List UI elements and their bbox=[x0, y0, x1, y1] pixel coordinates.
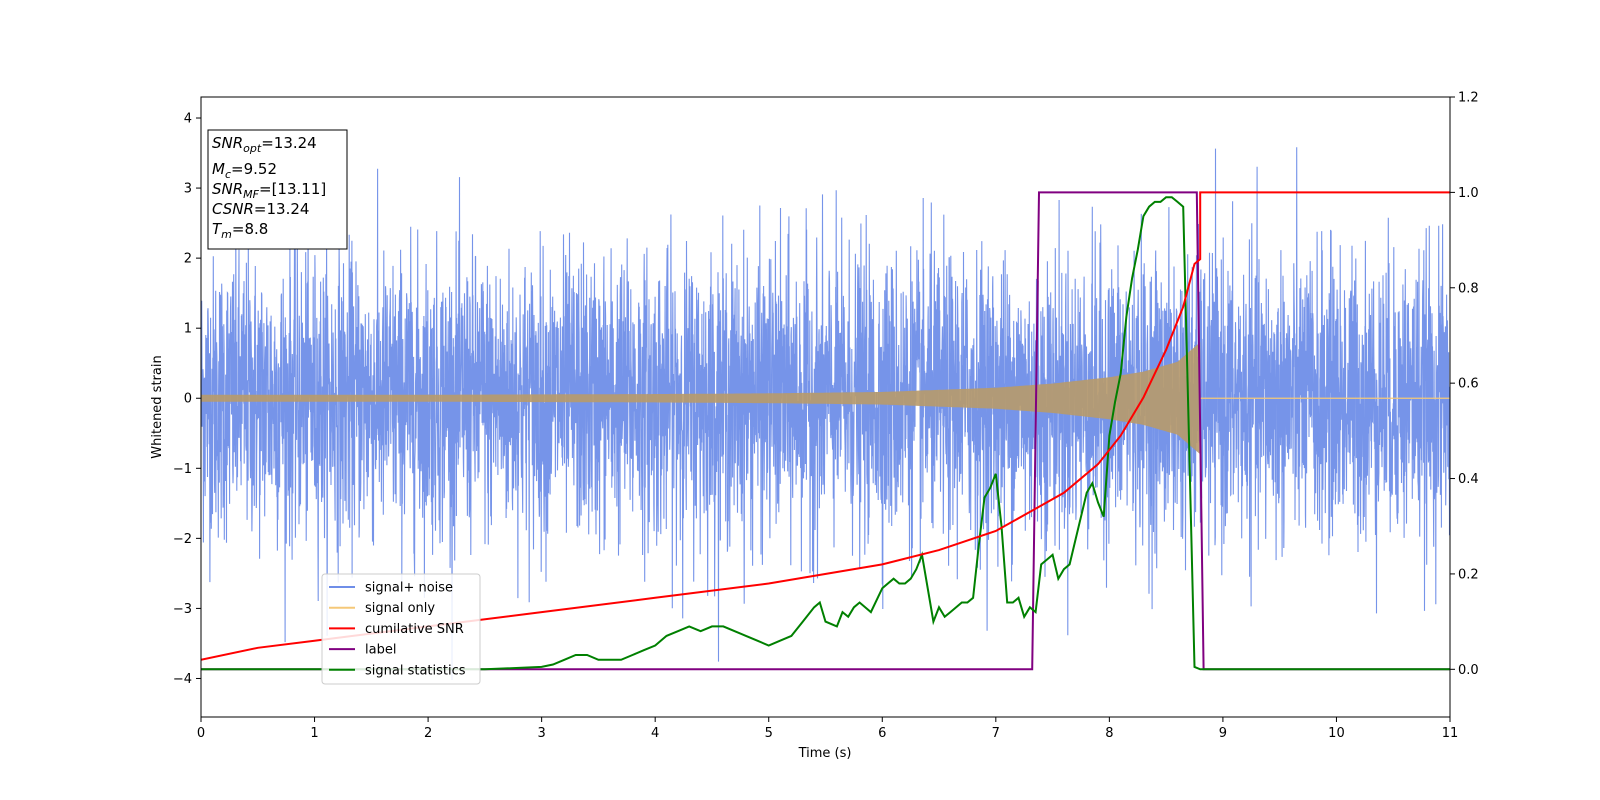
y-right-tick-label: 0.2 bbox=[1458, 567, 1479, 582]
x-tick-label: 1 bbox=[310, 726, 318, 741]
plot-frame bbox=[200, 96, 1451, 718]
x-tick-label: 10 bbox=[1328, 726, 1345, 741]
x-tick-label: 9 bbox=[1219, 726, 1227, 741]
info-box-frame bbox=[207, 129, 348, 250]
plot-area bbox=[201, 147, 1450, 681]
y-right-tick-label: 1.0 bbox=[1458, 186, 1479, 201]
x-tick-label: 6 bbox=[878, 726, 886, 741]
series-line-signal-statistics bbox=[201, 196, 1450, 671]
y-right-tick-label: 0.4 bbox=[1458, 472, 1479, 487]
legend-entry-label: signal only bbox=[365, 601, 435, 616]
series-signal-noise bbox=[201, 147, 1450, 681]
x-tick-label: 11 bbox=[1442, 726, 1459, 741]
legend-frame bbox=[321, 573, 481, 685]
y-left-tick-label: −3 bbox=[173, 602, 192, 617]
y-left-tick-label: 1 bbox=[184, 322, 192, 337]
x-tick-label: 7 bbox=[992, 726, 1000, 741]
series-line-signal-noise bbox=[201, 147, 1450, 681]
series-signal-only-envelope bbox=[201, 342, 1201, 455]
x-axis-ticks: 0 1 2 3 4 5 6 7 8 9 10 11 bbox=[197, 717, 1458, 741]
info-box-line: SNRopt=13.24 bbox=[212, 134, 317, 155]
x-axis-label: Time (s) bbox=[798, 746, 852, 761]
x-tick-label: 8 bbox=[1105, 726, 1113, 741]
y-left-tick-label: −2 bbox=[173, 532, 192, 547]
y-left-tick-label: −4 bbox=[173, 672, 192, 687]
y-right-tick-label: 0.6 bbox=[1458, 377, 1479, 392]
y-right-tick-label: 1.2 bbox=[1458, 91, 1479, 106]
y-right-tick-label: 0.8 bbox=[1458, 281, 1479, 296]
x-tick-label: 4 bbox=[651, 726, 659, 741]
legend-entry-label: cumilative SNR bbox=[365, 622, 464, 637]
y-axis-left-ticks: −4 −3 −2 −1 0 1 2 3 4 bbox=[173, 112, 201, 687]
y-left-tick-label: −1 bbox=[173, 462, 192, 477]
legend: signal+ noise signal only cumilative SNR la… bbox=[321, 573, 481, 685]
y-right-tick-label: 0.0 bbox=[1458, 663, 1479, 678]
x-tick-label: 5 bbox=[765, 726, 773, 741]
info-box-line: SNRMF=[13.11] bbox=[212, 180, 326, 201]
legend-entry-label: signal statistics bbox=[365, 663, 466, 678]
info-box: SNRopt=13.24 Mc=9.52SNRMF=[13.11]CSNR=13.… bbox=[207, 129, 348, 250]
x-tick-label: 2 bbox=[424, 726, 432, 741]
x-tick-label: 0 bbox=[197, 726, 205, 741]
y-axis-right-ticks: 0.0 0.2 0.4 0.6 0.8 1.0 1.2 bbox=[1450, 91, 1479, 678]
y-left-tick-label: 2 bbox=[184, 252, 192, 267]
legend-entry-label: signal+ noise bbox=[365, 581, 453, 596]
y-left-tick-label: 4 bbox=[184, 112, 192, 127]
y-axis-left-label: Whitened strain bbox=[150, 355, 165, 458]
info-box-line: Mc=9.52 bbox=[212, 160, 277, 181]
series-signal-only bbox=[201, 342, 1450, 455]
x-tick-label: 3 bbox=[537, 726, 545, 741]
y-left-tick-label: 3 bbox=[184, 182, 192, 197]
info-box-line: Tm=8.8 bbox=[212, 220, 268, 241]
info-box-line: CSNR=13.24 bbox=[212, 200, 309, 218]
legend-entry-label: label bbox=[365, 643, 396, 658]
y-left-tick-label: 0 bbox=[184, 392, 192, 407]
